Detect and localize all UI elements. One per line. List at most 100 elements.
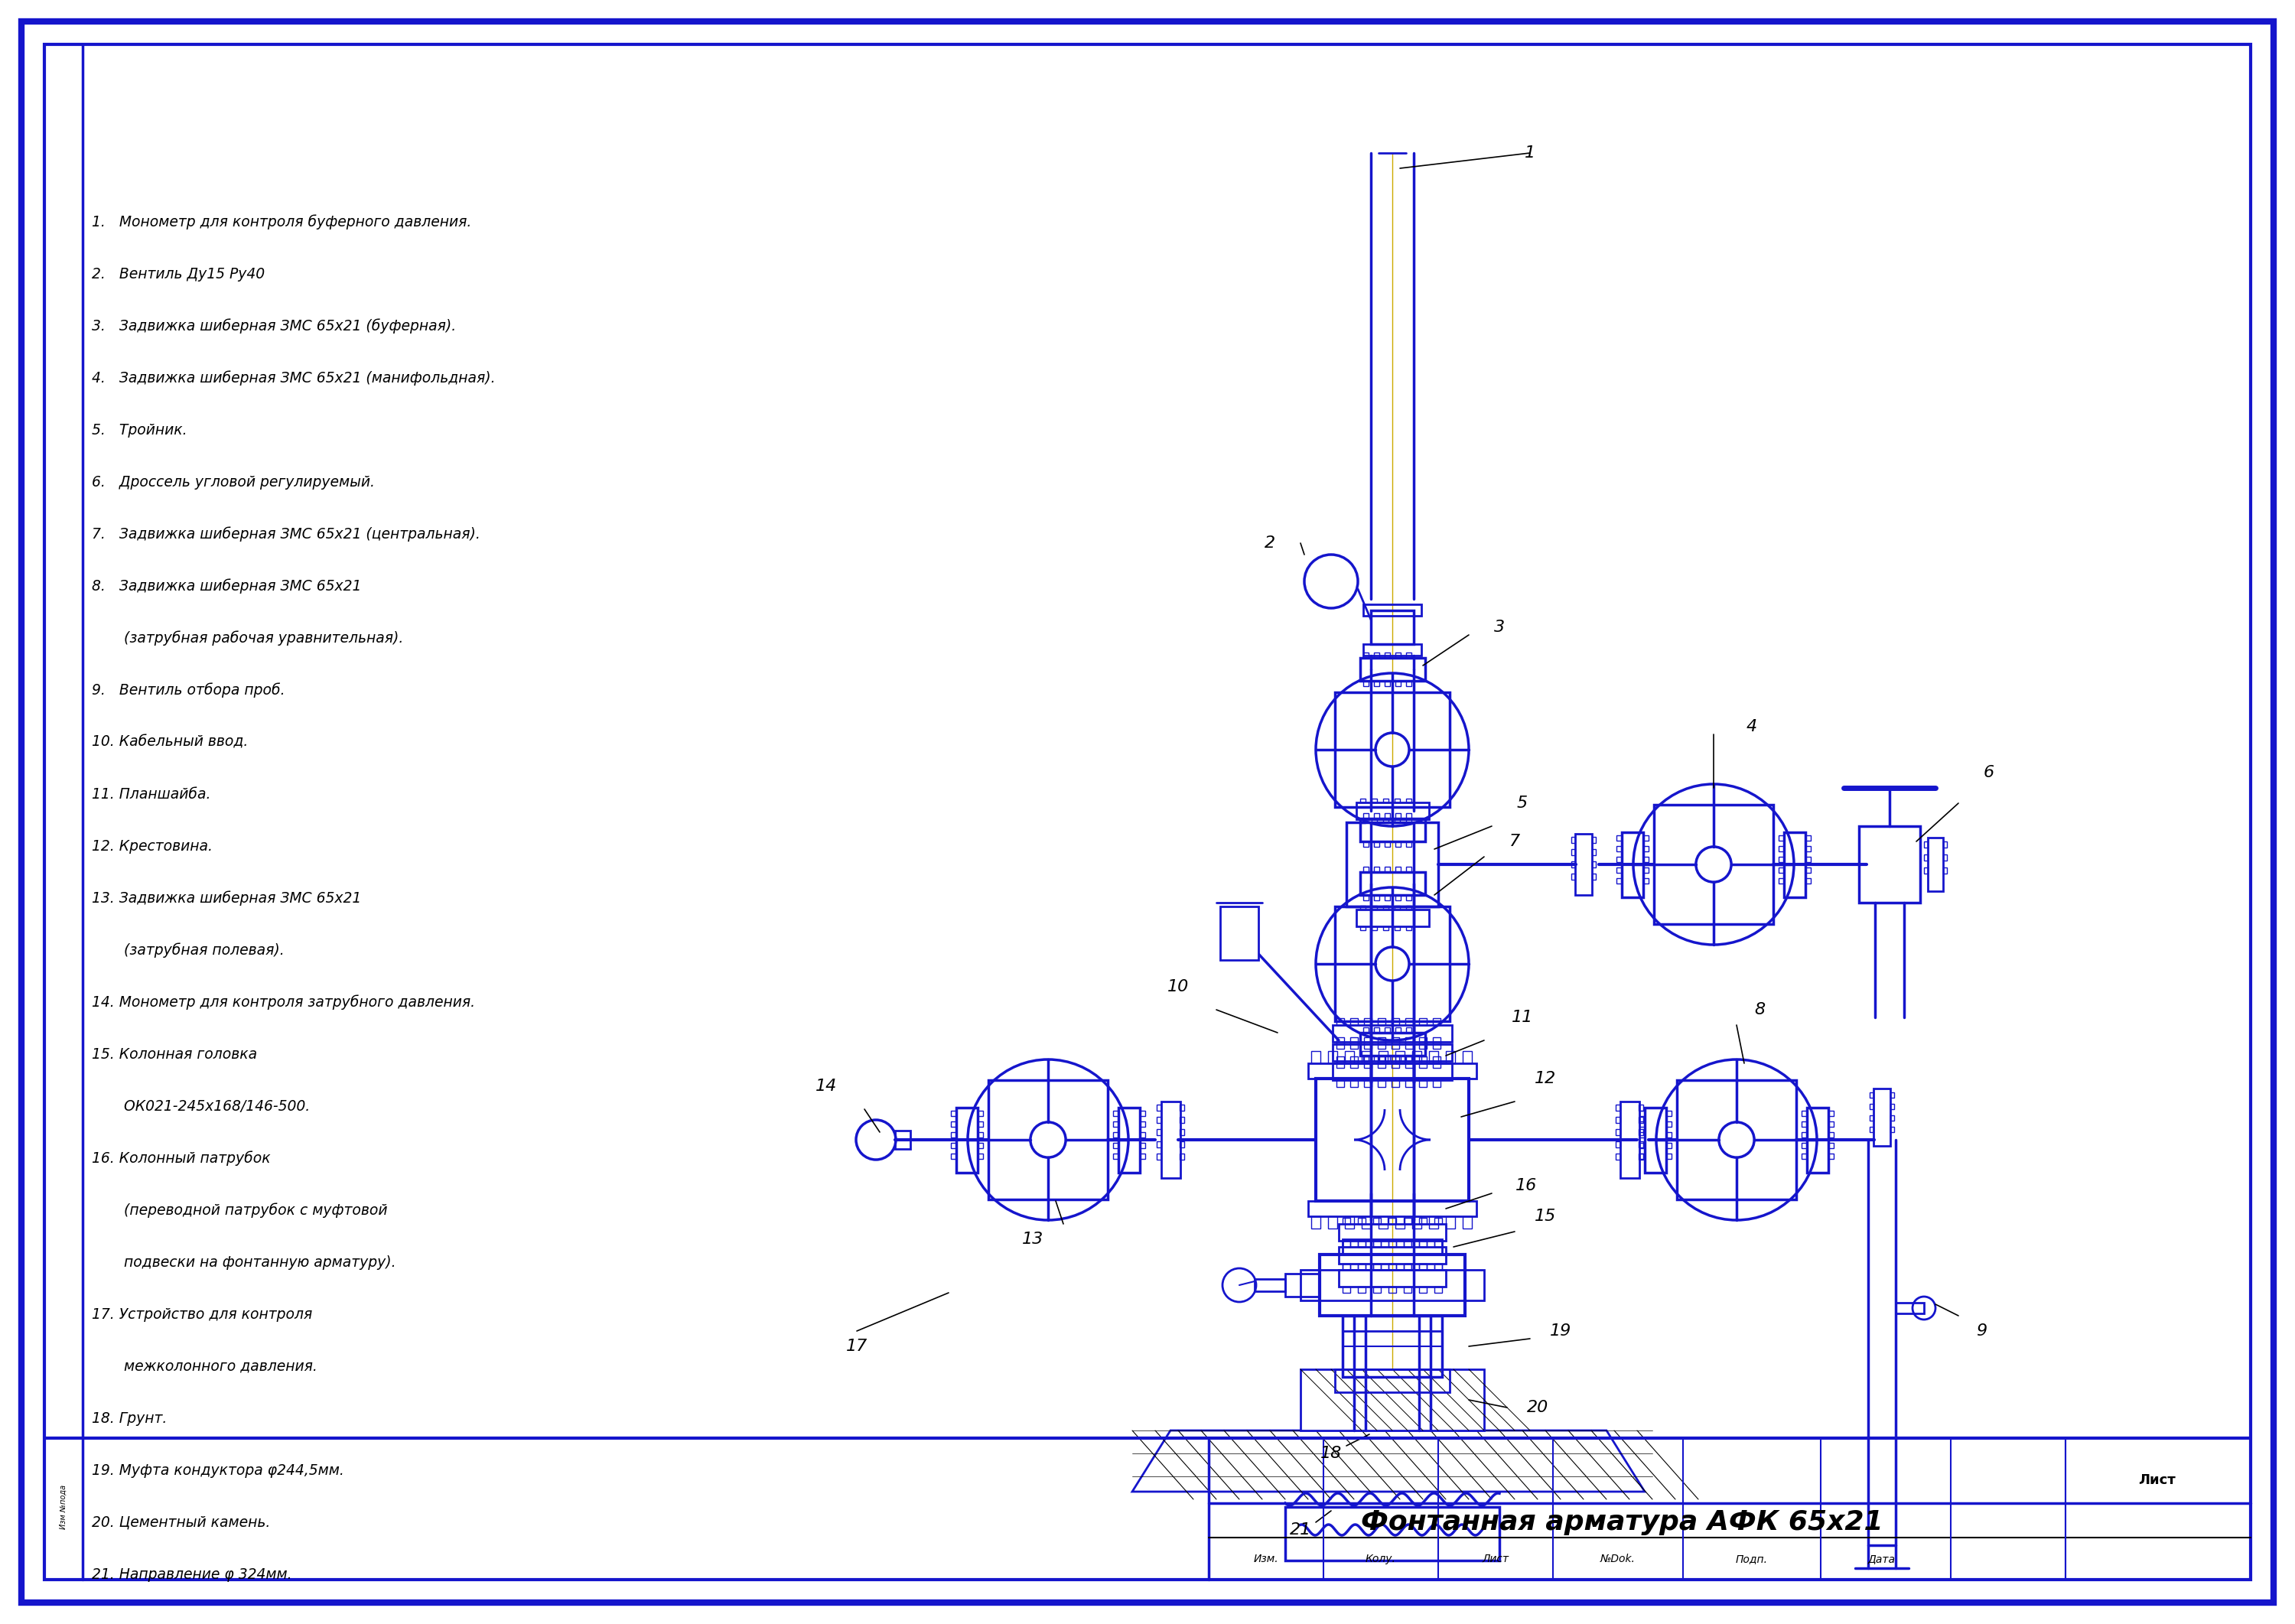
Bar [1388, 1241, 1395, 1247]
Bar [1593, 861, 1595, 867]
Bar [1411, 1051, 1421, 1064]
Bar [1405, 1218, 1411, 1224]
Bar [1405, 1018, 1414, 1025]
Bar [1639, 1132, 1646, 1137]
Bar [1349, 1060, 1359, 1069]
Bar [1678, 1080, 1797, 1200]
Text: 21: 21 [1290, 1522, 1310, 1538]
Bar [1361, 818, 1425, 841]
Bar [1255, 1280, 1285, 1291]
Bar [1356, 909, 1430, 926]
Text: Подп.: Подп. [1735, 1554, 1767, 1564]
Bar [1363, 814, 1368, 818]
Bar [1434, 1263, 1441, 1270]
Bar [1349, 1080, 1359, 1086]
Bar [1336, 1080, 1345, 1086]
Bar [1407, 867, 1411, 872]
Bar [1343, 1241, 1349, 1247]
Bar [1405, 1286, 1411, 1293]
Text: 3.   Задвижка шиберная ЗМС 65х21 (буферная).: 3. Задвижка шиберная ЗМС 65х21 (буферная… [92, 318, 457, 333]
Bar [1572, 836, 1574, 843]
Bar [1395, 1028, 1400, 1033]
Bar [950, 1153, 957, 1160]
Text: 17. Устройство для контроля: 17. Устройство для контроля [92, 1307, 312, 1322]
Bar [1363, 1060, 1372, 1069]
Bar [1361, 1051, 1370, 1064]
Text: 6: 6 [1983, 765, 1994, 780]
Text: 8: 8 [1753, 1002, 1765, 1017]
Bar [1363, 1080, 1372, 1086]
Bar [1407, 841, 1411, 846]
Bar [1616, 1142, 1620, 1148]
Bar [1418, 1218, 1427, 1224]
Bar [1623, 831, 1643, 898]
Bar [1384, 653, 1391, 658]
Bar [1873, 1088, 1891, 1147]
Bar [1446, 1216, 1455, 1228]
Bar [1891, 1091, 1893, 1098]
Bar [1377, 1060, 1386, 1069]
Bar [1384, 680, 1391, 687]
Bar [1779, 857, 1783, 862]
Bar [950, 1132, 957, 1137]
Bar [1616, 1129, 1620, 1135]
Text: 14: 14 [815, 1078, 838, 1095]
Text: 16: 16 [1515, 1177, 1538, 1194]
Bar [1806, 835, 1811, 841]
Bar [1363, 1028, 1368, 1033]
Text: 11: 11 [1512, 1010, 1533, 1025]
Bar [1377, 1056, 1386, 1064]
Text: Лист: Лист [2139, 1473, 2176, 1488]
Bar [1418, 1286, 1427, 1293]
Bar [1783, 831, 1806, 898]
Text: 20. Цементный камень.: 20. Цементный камень. [92, 1515, 271, 1530]
Text: 18. Грунт.: 18. Грунт. [92, 1411, 168, 1426]
Text: 10. Кабельный ввод.: 10. Кабельный ввод. [92, 734, 248, 749]
Bar [1157, 1117, 1161, 1122]
Bar [1806, 857, 1811, 862]
Bar [1359, 818, 1366, 823]
Bar [1336, 1018, 1345, 1025]
Bar [1384, 1028, 1391, 1033]
Text: 4: 4 [1746, 719, 1758, 734]
Bar [1896, 1302, 1923, 1314]
Text: 7.   Задвижка шиберная ЗМС 65х21 (центральная).: 7. Задвижка шиберная ЗМС 65х21 (централь… [92, 526, 480, 541]
Bar [1384, 841, 1391, 846]
Bar [1336, 692, 1450, 807]
Bar [1382, 906, 1388, 909]
Bar [1572, 849, 1574, 856]
Bar [978, 1122, 982, 1127]
Bar [1336, 1038, 1345, 1044]
Text: 13: 13 [1021, 1231, 1044, 1247]
Bar [1343, 1315, 1441, 1332]
Bar [1363, 841, 1368, 846]
Bar [1593, 836, 1595, 843]
Bar [1407, 814, 1411, 818]
Bar [1113, 1153, 1118, 1160]
Bar [1643, 867, 1648, 872]
Bar [1944, 841, 1946, 848]
Bar [1359, 1263, 1366, 1270]
Text: Колу.: Колу. [1366, 1554, 1395, 1564]
Text: 15. Колонная головка: 15. Колонная головка [92, 1047, 257, 1062]
Text: 5.   Тройник.: 5. Тройник. [92, 422, 188, 437]
Bar [1643, 846, 1648, 851]
Bar [1462, 1051, 1471, 1064]
Bar [1375, 814, 1379, 818]
Bar [1395, 1051, 1405, 1064]
Text: 11. Планшайба.: 11. Планшайба. [92, 786, 211, 801]
Text: 9.   Вентиль отбора проб.: 9. Вентиль отбора проб. [92, 682, 285, 698]
Bar [1779, 867, 1783, 872]
Bar [1418, 1080, 1427, 1086]
Bar [1349, 1043, 1359, 1049]
Bar [950, 1143, 957, 1148]
Bar [1363, 680, 1368, 687]
Bar [1285, 1507, 1499, 1561]
Text: 16. Колонный патрубок: 16. Колонный патрубок [92, 1151, 271, 1166]
Bar [1338, 1270, 1446, 1286]
Bar [1301, 1270, 1485, 1301]
Text: 12. Крестовина.: 12. Крестовина. [92, 838, 213, 853]
Bar [1310, 1216, 1320, 1228]
Bar [1891, 1103, 1893, 1109]
Text: 1.   Монометр для контроля буферного давления.: 1. Монометр для контроля буферного давле… [92, 214, 470, 229]
